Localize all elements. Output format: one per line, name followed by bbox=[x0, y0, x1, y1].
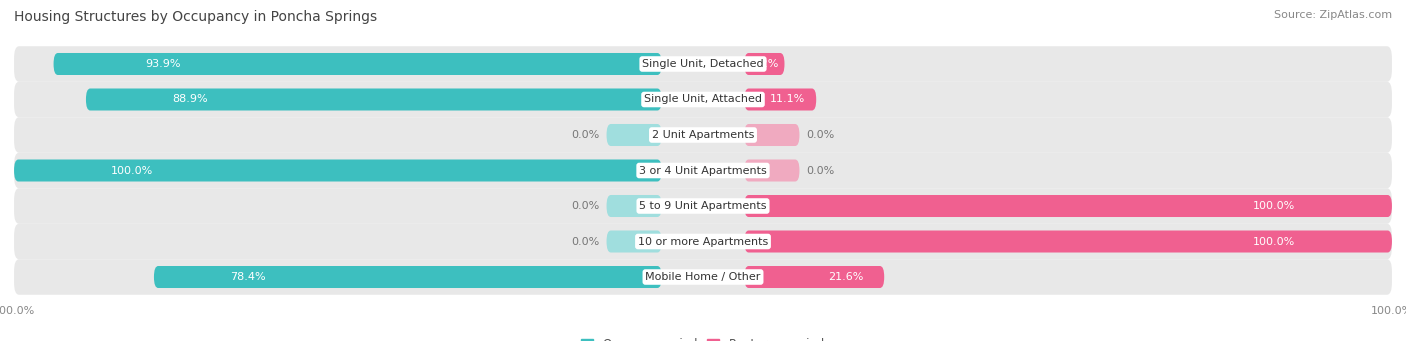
FancyBboxPatch shape bbox=[86, 89, 662, 110]
FancyBboxPatch shape bbox=[14, 82, 1392, 117]
Text: 10 or more Apartments: 10 or more Apartments bbox=[638, 237, 768, 247]
Text: 11.1%: 11.1% bbox=[770, 94, 806, 104]
Text: Housing Structures by Occupancy in Poncha Springs: Housing Structures by Occupancy in Ponch… bbox=[14, 10, 377, 24]
FancyBboxPatch shape bbox=[14, 153, 1392, 188]
FancyBboxPatch shape bbox=[14, 224, 1392, 259]
Legend: Owner-occupied, Renter-occupied: Owner-occupied, Renter-occupied bbox=[581, 338, 825, 341]
FancyBboxPatch shape bbox=[153, 266, 662, 288]
Text: 0.0%: 0.0% bbox=[807, 165, 835, 176]
FancyBboxPatch shape bbox=[14, 117, 1392, 153]
FancyBboxPatch shape bbox=[14, 188, 1392, 224]
FancyBboxPatch shape bbox=[744, 53, 785, 75]
FancyBboxPatch shape bbox=[744, 89, 817, 110]
Text: 0.0%: 0.0% bbox=[807, 130, 835, 140]
FancyBboxPatch shape bbox=[14, 259, 1392, 295]
Text: 3 or 4 Unit Apartments: 3 or 4 Unit Apartments bbox=[640, 165, 766, 176]
Text: 93.9%: 93.9% bbox=[145, 59, 180, 69]
Text: 2 Unit Apartments: 2 Unit Apartments bbox=[652, 130, 754, 140]
Text: Single Unit, Attached: Single Unit, Attached bbox=[644, 94, 762, 104]
FancyBboxPatch shape bbox=[744, 266, 884, 288]
Text: Single Unit, Detached: Single Unit, Detached bbox=[643, 59, 763, 69]
FancyBboxPatch shape bbox=[744, 160, 800, 181]
FancyBboxPatch shape bbox=[744, 124, 800, 146]
Text: 100.0%: 100.0% bbox=[1253, 201, 1295, 211]
Text: 100.0%: 100.0% bbox=[111, 165, 153, 176]
Text: 5 to 9 Unit Apartments: 5 to 9 Unit Apartments bbox=[640, 201, 766, 211]
FancyBboxPatch shape bbox=[14, 160, 662, 181]
Text: 6.2%: 6.2% bbox=[749, 59, 779, 69]
Text: 88.9%: 88.9% bbox=[173, 94, 208, 104]
Text: 0.0%: 0.0% bbox=[571, 237, 599, 247]
Text: Source: ZipAtlas.com: Source: ZipAtlas.com bbox=[1274, 10, 1392, 20]
FancyBboxPatch shape bbox=[14, 46, 1392, 82]
FancyBboxPatch shape bbox=[606, 124, 662, 146]
Text: 100.0%: 100.0% bbox=[1253, 237, 1295, 247]
Text: 0.0%: 0.0% bbox=[571, 130, 599, 140]
Text: 78.4%: 78.4% bbox=[231, 272, 266, 282]
FancyBboxPatch shape bbox=[53, 53, 662, 75]
FancyBboxPatch shape bbox=[606, 195, 662, 217]
FancyBboxPatch shape bbox=[606, 231, 662, 252]
Text: 21.6%: 21.6% bbox=[828, 272, 863, 282]
FancyBboxPatch shape bbox=[744, 231, 1392, 252]
FancyBboxPatch shape bbox=[744, 195, 1392, 217]
Text: 0.0%: 0.0% bbox=[571, 201, 599, 211]
Text: Mobile Home / Other: Mobile Home / Other bbox=[645, 272, 761, 282]
